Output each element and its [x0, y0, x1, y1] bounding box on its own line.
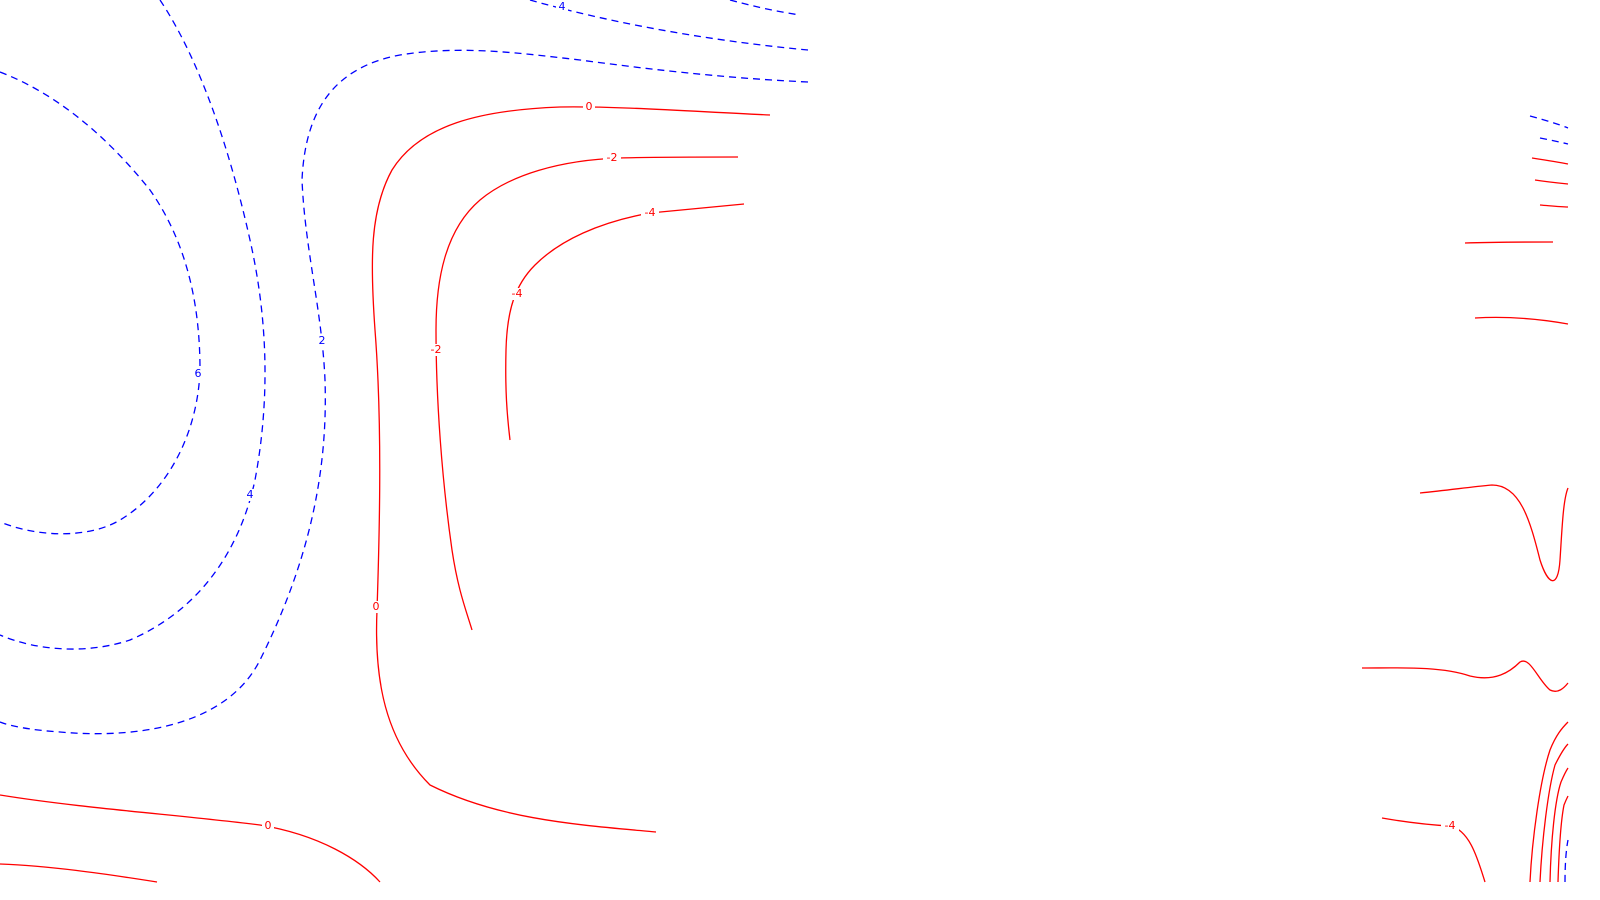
contour-label: 4 [559, 0, 566, 13]
contour-label: 4 [247, 488, 254, 501]
contour-line-right-red-4 [1464, 241, 1554, 244]
contour-line-level-4 [0, 0, 266, 650]
contour-label: -4 [645, 206, 656, 219]
contour-label: -2 [431, 343, 442, 356]
contour-line-level-0 [371, 106, 771, 833]
contour-line-level-minus-2-bottom [0, 863, 158, 883]
contour-label-group: -4 [508, 287, 526, 300]
contour-line-right-red-12 [1557, 795, 1569, 883]
contour-line-level-minus-2 [435, 156, 739, 631]
contour-label: 0 [586, 100, 593, 113]
contour-label: -2 [607, 151, 618, 164]
contour-label: 0 [265, 819, 272, 832]
contour-label: -4 [512, 287, 523, 300]
contour-label: -4 [1445, 819, 1456, 832]
contour-label-group: -2 [427, 343, 445, 356]
contour-label-group: 2 [316, 334, 328, 347]
contour-lines [0, 0, 1569, 883]
contour-labels: 4 2 6 4 0 -2 -4 -4 [192, 0, 1459, 832]
contour-line-level-4-top [529, 0, 809, 51]
contour-label-group: 0 [262, 819, 274, 832]
contour-line-right-red-7 [1361, 660, 1569, 692]
contour-line-right-red-5 [1474, 316, 1569, 325]
contour-label: 0 [373, 600, 380, 613]
contour-label-group: 0 [370, 600, 382, 613]
contour-label-group: 0 [583, 100, 595, 113]
contour-line-right-red-3 [1539, 204, 1569, 208]
contour-line-level-6-top [729, 0, 801, 16]
contour-label-group: 6 [192, 367, 204, 380]
contour-label-group: -2 [603, 151, 621, 164]
contour-line-right-red-6 [1419, 484, 1569, 582]
contour-line-right-blue-1 [1529, 115, 1569, 129]
contour-label-group: -4 [1441, 819, 1459, 832]
contour-label-group: 4 [556, 0, 568, 13]
contour-line-level-0-bottom [0, 794, 381, 883]
contour-label-group: 4 [244, 488, 256, 501]
contour-line-right-blue-3 [1564, 839, 1569, 883]
contour-line-right-blue-2 [1539, 137, 1569, 145]
contour-line-level-2 [0, 49, 809, 735]
contour-label: 6 [195, 367, 202, 380]
contour-line-level-6 [0, 71, 201, 535]
contour-line-right-red-8 [1381, 817, 1486, 883]
contour-line-right-red-9 [1529, 721, 1569, 883]
contour-line-right-red-2 [1534, 179, 1569, 185]
contour-label-group: -4 [641, 206, 659, 219]
contour-label: 2 [319, 334, 326, 347]
contour-line-level-minus-4 [505, 203, 745, 441]
contour-line-right-red-11 [1549, 767, 1569, 883]
contour-line-right-red-1 [1531, 157, 1569, 165]
contour-line-right-red-10 [1539, 743, 1569, 883]
